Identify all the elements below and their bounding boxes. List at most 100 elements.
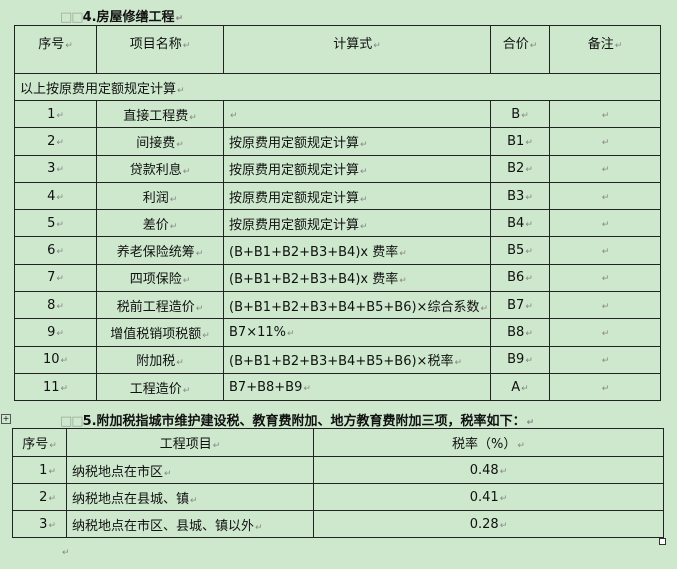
cell-name: 工程造价 [130,382,191,397]
cell-no: 4 [47,189,64,204]
header-total: 合价 [503,37,538,52]
header-formula: 计算式 [333,37,381,52]
table-row: 7 四项保险 (B+B1+B2+B3+B4)x 费率 B6 [14,263,661,293]
cell-formula: (B+B1+B2+B3+B4+B5+B6)×税率 [229,354,462,369]
table-move-handle-icon[interactable]: + [1,414,11,424]
cell-no: 8 [47,298,64,313]
cell-name: 四项保险 [130,272,191,287]
section-5-title: 5.附加税指城市维护建设税、教育费附加、地方教育费附加三项，税率如下： [83,414,535,429]
paragraph-mark-icon: ↵ [62,548,70,558]
cell-total: B9 [507,352,533,367]
header-rate: 税率（%） [452,437,525,452]
cell-formula [229,107,238,122]
cell-rate: 0.28 [470,517,508,532]
cell-name: 养老保险统筹 [117,245,204,260]
cell-item: 纳税地点在市区、县城、镇以外 [72,519,263,534]
cell-no: 10 [43,352,68,367]
cell-no: 7 [47,270,64,285]
cell-formula: 按原费用定额规定计算 [229,191,368,206]
cell-name: 利润 [143,191,178,206]
cell-no: 1 [47,107,64,122]
cell-no: 3 [39,517,56,532]
cell-name: 间接费 [136,136,184,151]
cell-remark [601,298,610,313]
cell-no: 6 [47,243,64,258]
cell-no: 1 [39,463,56,478]
cell-formula: 按原费用定额规定计算 [229,136,368,151]
cell-formula: (B+B1+B2+B3+B4+B5+B6)×综合系数 [229,300,488,315]
section-4-heading: □□4.房屋修缮工程 [60,6,183,25]
cell-total: B5 [507,243,533,258]
cell-total: B3 [507,189,533,204]
cell-total: B8 [507,325,533,340]
table-row: 11 工程造价 B7+B8+B9 A [14,372,661,402]
cell-no: 3 [47,161,64,176]
table-row: 5 差价 按原费用定额规定计算 B4 [14,209,661,238]
table-row: 9 增值税销项税额 B7×11% B8 [14,318,661,347]
table-row: 1 直接工程费 B [14,99,661,129]
header-no: 序号 [38,37,73,52]
cell-remark [601,216,610,231]
cost-calculation-table: 序号 项目名称 计算式 合价 备注 以上按原费用定额规定计算 1直接工程费B2间… [14,25,661,402]
cell-remark [601,243,610,258]
cell-remark [601,189,610,204]
header-remark: 备注 [588,37,623,52]
cell-no: 2 [47,134,64,149]
table-header-row: 序号 项目名称 计算式 合价 备注 [14,25,661,74]
cell-name: 附加税 [136,354,184,369]
cell-remark [601,161,610,176]
cell-no: 5 [47,216,64,231]
header-item: 工程项目 [160,437,221,452]
table-resize-handle[interactable] [659,538,666,545]
cell-total: B4 [507,216,533,231]
cell-formula: (B+B1+B2+B3+B4)x 费率 [229,272,407,287]
cell-remark [601,380,610,395]
table-row: 10 附加税 (B+B1+B2+B3+B4+B5+B6)×税率 B9 [14,345,661,374]
cell-formula: 按原费用定额规定计算 [229,163,368,178]
header-name: 项目名称 [130,37,191,52]
header-no: 序号 [22,437,57,452]
table-row: 3 贷款利息 按原费用定额规定计算 B2 [14,154,661,183]
cell-name: 增值税销项税额 [110,327,210,342]
table-row: 6 养老保险统筹 (B+B1+B2+B3+B4)x 费率 B5 [14,236,661,265]
cell-item: 纳税地点在市区 [72,465,172,480]
note-row: 以上按原费用定额规定计算 [14,73,661,101]
cell-no: 9 [47,325,64,340]
cell-formula: 按原费用定额规定计算 [229,218,368,233]
table-row: 8 税前工程造价 (B+B1+B2+B3+B4+B5+B6)×综合系数 B7 [14,291,661,320]
cell-no: 11 [43,380,68,395]
cell-remark [601,134,610,149]
cell-name: 直接工程费 [123,109,197,124]
cell-remark [601,270,610,285]
table-row: 2 间接费 按原费用定额规定计算 B1 [14,127,661,156]
cell-name: 税前工程造价 [117,300,204,315]
cell-formula: B7+B8+B9 [229,380,311,395]
table-row: 3 纳税地点在市区、县城、镇以外 0.28 [12,510,664,538]
cell-total: B1 [507,134,533,149]
table-header-row: 序号 工程项目 税率（%） [12,428,664,457]
note-text: 以上按原费用定额规定计算 [20,82,185,97]
cell-formula: (B+B1+B2+B3+B4)x 费率 [229,245,407,260]
table-row: 4 利润 按原费用定额规定计算 B3 [14,181,661,211]
section-5-heading: □□5.附加税指城市维护建设税、教育费附加、地方教育费附加三项，税率如下： [60,410,534,429]
cell-name: 差价 [143,218,178,233]
cell-formula: B7×11% [229,325,295,340]
cell-remark [601,107,610,122]
cell-rate: 0.48 [470,463,508,478]
cell-item: 纳税地点在县城、镇 [72,492,198,507]
cell-total: B7 [507,298,533,313]
cell-name: 贷款利息 [130,163,191,178]
cell-remark [601,325,610,340]
table-row: 1 纳税地点在市区 0.48 [12,456,664,484]
table-row: 2 纳税地点在县城、镇 0.41 [12,483,664,511]
section-4-title: 4.房屋修缮工程 [83,10,184,25]
cell-remark [601,352,610,367]
cell-total: B [511,107,528,122]
cell-total: B6 [507,270,533,285]
surtax-rate-table: 序号 工程项目 税率（%） 1 纳税地点在市区 0.48 2 纳税地点在县城、镇 0.41… [12,428,664,538]
cell-total: A [511,380,528,395]
cell-rate: 0.41 [470,490,508,505]
cell-no: 2 [39,490,56,505]
cell-total: B2 [507,161,533,176]
